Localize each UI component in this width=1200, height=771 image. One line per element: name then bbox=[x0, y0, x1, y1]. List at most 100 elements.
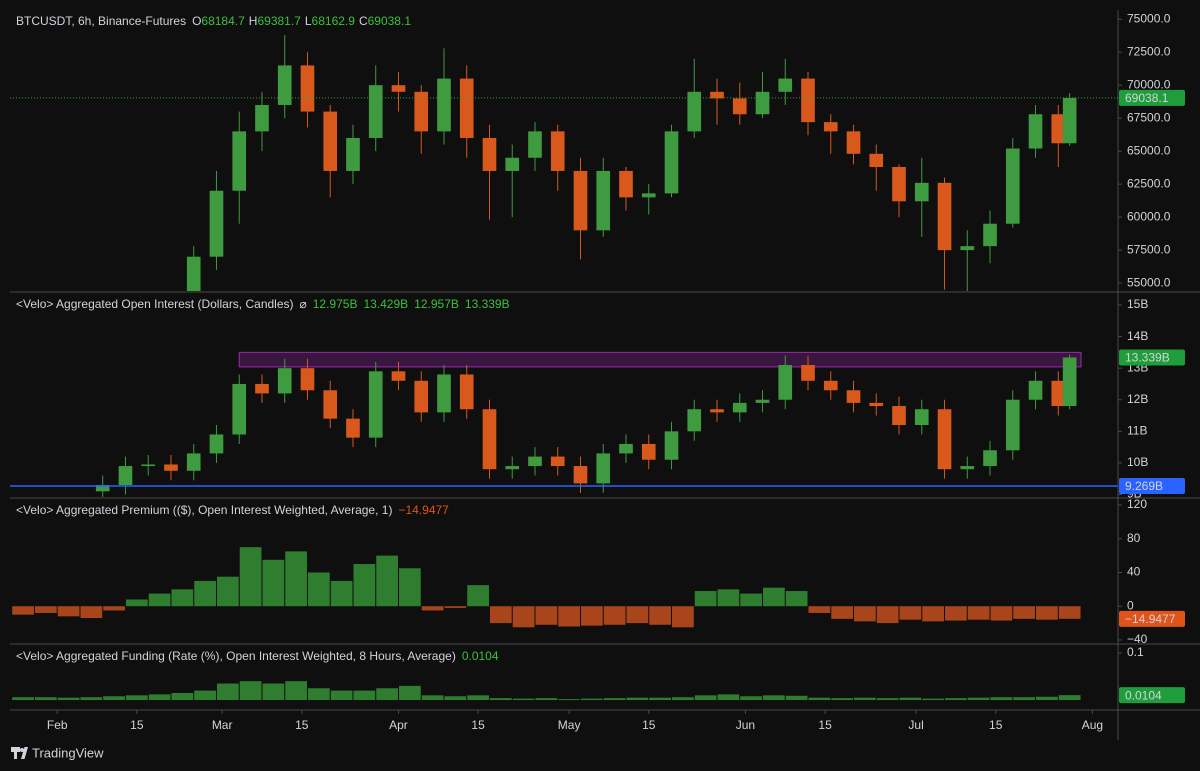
candle-body bbox=[846, 390, 861, 403]
y-tick-label: 0 bbox=[1127, 598, 1134, 612]
bar bbox=[922, 606, 945, 622]
bar bbox=[990, 606, 1013, 621]
price-tag bbox=[1119, 349, 1185, 366]
candle-body bbox=[277, 368, 292, 394]
bar bbox=[649, 606, 672, 625]
x-tick-label: 15 bbox=[130, 718, 144, 732]
bar bbox=[398, 685, 421, 701]
candle-body bbox=[573, 466, 588, 484]
pane bbox=[12, 681, 1081, 701]
y-tick-label: 11B bbox=[1127, 423, 1147, 437]
candle-body bbox=[550, 456, 565, 467]
footer-brand: TradingView bbox=[32, 745, 104, 760]
zone bbox=[238, 351, 1082, 368]
candle-body bbox=[209, 434, 224, 454]
bar bbox=[740, 696, 763, 701]
x-tick-label: 15 bbox=[471, 718, 485, 732]
bar bbox=[694, 591, 717, 607]
candle-body bbox=[95, 485, 110, 492]
legend-label: L bbox=[305, 14, 312, 28]
bar bbox=[80, 606, 103, 619]
candle-body bbox=[687, 409, 702, 432]
candle-body bbox=[414, 380, 429, 413]
x-tick-label: Feb bbox=[47, 718, 68, 732]
bar bbox=[808, 606, 831, 613]
candle-body bbox=[596, 170, 611, 231]
bar bbox=[57, 606, 80, 617]
bar bbox=[1058, 606, 1081, 619]
candle-body bbox=[778, 365, 793, 400]
pane bbox=[10, 35, 1118, 291]
candle-body bbox=[732, 98, 747, 115]
bar bbox=[148, 593, 171, 607]
candle-body bbox=[1062, 97, 1077, 144]
legend-value: 13.339B bbox=[465, 297, 510, 311]
legend-label: O bbox=[192, 14, 201, 28]
bar bbox=[626, 606, 649, 624]
candle-body bbox=[1028, 114, 1043, 149]
bar bbox=[1058, 695, 1081, 701]
bar bbox=[103, 606, 125, 611]
bar bbox=[330, 580, 353, 607]
candle-body bbox=[869, 402, 884, 407]
candle-body bbox=[1062, 357, 1077, 407]
price-scale: −40 0 40 80 120 bbox=[1118, 497, 1148, 646]
bar bbox=[967, 697, 990, 701]
candle-body bbox=[937, 409, 952, 470]
bar bbox=[740, 593, 763, 607]
legend-label: H bbox=[249, 14, 258, 28]
logo bbox=[11, 747, 28, 759]
pane-legend: <Velo> Aggregated Open Interest (Dollars… bbox=[16, 297, 510, 311]
price-tag-label: −14.9477 bbox=[1125, 612, 1176, 626]
bar bbox=[512, 698, 535, 701]
bar bbox=[376, 555, 398, 607]
x-tick-label: Mar bbox=[212, 718, 233, 732]
candle-body bbox=[528, 131, 542, 158]
candle-body bbox=[960, 466, 975, 470]
bar bbox=[444, 696, 467, 701]
y-tick-label: 55000.0 bbox=[1127, 275, 1171, 289]
legend-title: <Velo> Aggregated Open Interest (Dollars… bbox=[16, 297, 294, 311]
legend-value: 13.429B bbox=[363, 297, 408, 311]
legend-label: C bbox=[359, 14, 368, 28]
bar bbox=[34, 697, 57, 701]
candle-body bbox=[823, 122, 838, 132]
candle-body bbox=[1005, 148, 1020, 224]
bar bbox=[580, 606, 603, 626]
candle-body bbox=[482, 409, 497, 470]
bar bbox=[831, 698, 854, 701]
bar bbox=[262, 683, 285, 701]
bar bbox=[763, 587, 785, 607]
bar bbox=[854, 606, 876, 622]
bar bbox=[808, 697, 831, 701]
bar bbox=[125, 695, 148, 701]
candle-body bbox=[482, 137, 497, 171]
bar bbox=[239, 681, 262, 701]
candle-body bbox=[619, 443, 633, 454]
x-tick-label: 15 bbox=[642, 718, 656, 732]
bar bbox=[307, 688, 330, 701]
candle-body bbox=[186, 453, 201, 471]
price-tag-label: 9.269B bbox=[1125, 479, 1163, 493]
x-tick-label: Apr bbox=[389, 718, 408, 732]
legend-value: 69038.1 bbox=[368, 14, 412, 28]
candle-body bbox=[346, 418, 360, 438]
bar bbox=[649, 697, 672, 701]
price-scale: 55000.0 57500.0 60000.0 62500.0 65000.0 67500… bbox=[1118, 11, 1171, 289]
legend-value: 68184.7 bbox=[201, 14, 245, 28]
bar bbox=[103, 696, 125, 701]
bar bbox=[216, 683, 239, 701]
bar bbox=[603, 606, 626, 625]
bar bbox=[330, 690, 353, 701]
price-tag-label: 69038.1 bbox=[1125, 91, 1169, 105]
legend-value: 12.957B bbox=[414, 297, 459, 311]
bar bbox=[12, 606, 34, 615]
legend-value: 69381.7 bbox=[257, 14, 301, 28]
y-tick-label: 12B bbox=[1127, 392, 1148, 406]
candle-body bbox=[619, 170, 633, 198]
x-tick-label: 15 bbox=[295, 718, 309, 732]
bar bbox=[717, 589, 740, 607]
pane bbox=[12, 547, 1081, 628]
bar bbox=[171, 692, 194, 701]
bar bbox=[421, 695, 444, 701]
